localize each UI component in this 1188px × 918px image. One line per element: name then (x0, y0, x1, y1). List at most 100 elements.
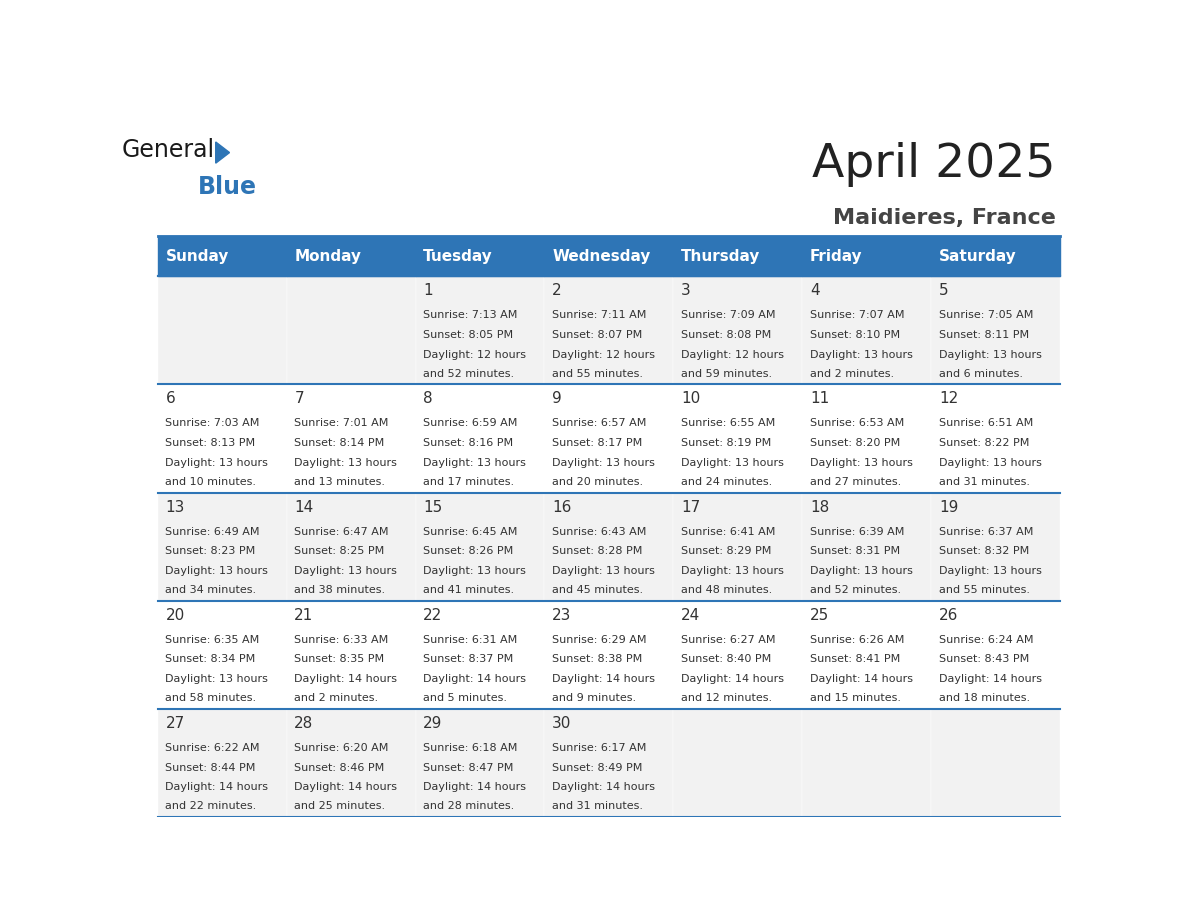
Text: Sunset: 8:13 PM: Sunset: 8:13 PM (165, 438, 255, 448)
Text: and 52 minutes.: and 52 minutes. (810, 585, 901, 595)
Text: Sunset: 8:40 PM: Sunset: 8:40 PM (681, 655, 771, 665)
Text: 6: 6 (165, 391, 175, 407)
Text: and 15 minutes.: and 15 minutes. (810, 693, 901, 703)
Text: Sunset: 8:11 PM: Sunset: 8:11 PM (939, 330, 1029, 340)
Text: Sunset: 8:05 PM: Sunset: 8:05 PM (423, 330, 513, 340)
Text: Sunrise: 7:13 AM: Sunrise: 7:13 AM (423, 310, 518, 320)
Text: Daylight: 14 hours: Daylight: 14 hours (552, 674, 655, 684)
FancyBboxPatch shape (158, 600, 286, 709)
Text: Sunset: 8:10 PM: Sunset: 8:10 PM (810, 330, 901, 340)
FancyBboxPatch shape (158, 493, 286, 600)
Text: Sunset: 8:14 PM: Sunset: 8:14 PM (295, 438, 385, 448)
Text: Sunrise: 6:49 AM: Sunrise: 6:49 AM (165, 527, 260, 536)
FancyBboxPatch shape (416, 385, 544, 493)
Text: 4: 4 (810, 284, 820, 298)
FancyBboxPatch shape (802, 385, 931, 493)
Text: 5: 5 (939, 284, 948, 298)
FancyBboxPatch shape (416, 493, 544, 600)
Text: Sunset: 8:47 PM: Sunset: 8:47 PM (423, 763, 513, 773)
Text: Daylight: 13 hours: Daylight: 13 hours (552, 566, 655, 577)
FancyBboxPatch shape (544, 600, 674, 709)
Text: and 31 minutes.: and 31 minutes. (939, 477, 1030, 487)
Text: Sunset: 8:26 PM: Sunset: 8:26 PM (423, 546, 513, 556)
Text: Sunrise: 7:01 AM: Sunrise: 7:01 AM (295, 419, 388, 429)
Text: and 5 minutes.: and 5 minutes. (423, 693, 507, 703)
Text: Sunrise: 6:18 AM: Sunrise: 6:18 AM (423, 743, 518, 753)
FancyBboxPatch shape (931, 385, 1060, 493)
Text: 17: 17 (681, 499, 700, 515)
FancyBboxPatch shape (544, 493, 674, 600)
Text: and 41 minutes.: and 41 minutes. (423, 585, 514, 595)
Text: and 2 minutes.: and 2 minutes. (810, 369, 895, 379)
Text: Daylight: 12 hours: Daylight: 12 hours (552, 350, 655, 360)
Text: Sunrise: 6:41 AM: Sunrise: 6:41 AM (681, 527, 776, 536)
Text: and 59 minutes.: and 59 minutes. (681, 369, 772, 379)
Text: Daylight: 13 hours: Daylight: 13 hours (165, 674, 268, 684)
FancyBboxPatch shape (286, 600, 416, 709)
Text: Sunrise: 6:24 AM: Sunrise: 6:24 AM (939, 634, 1034, 644)
Text: Thursday: Thursday (681, 249, 760, 263)
Text: 18: 18 (810, 499, 829, 515)
Text: April 2025: April 2025 (811, 142, 1055, 187)
Text: Daylight: 14 hours: Daylight: 14 hours (165, 782, 268, 792)
FancyBboxPatch shape (931, 276, 1060, 385)
Text: 10: 10 (681, 391, 700, 407)
Text: Daylight: 13 hours: Daylight: 13 hours (810, 350, 912, 360)
FancyBboxPatch shape (158, 236, 286, 276)
Text: and 55 minutes.: and 55 minutes. (552, 369, 643, 379)
Text: Daylight: 13 hours: Daylight: 13 hours (423, 566, 526, 577)
FancyBboxPatch shape (802, 236, 931, 276)
Text: and 27 minutes.: and 27 minutes. (810, 477, 902, 487)
Text: 16: 16 (552, 499, 571, 515)
Text: Sunrise: 6:27 AM: Sunrise: 6:27 AM (681, 634, 776, 644)
Text: Sunrise: 6:20 AM: Sunrise: 6:20 AM (295, 743, 388, 753)
Text: 26: 26 (939, 608, 959, 622)
FancyBboxPatch shape (416, 236, 544, 276)
FancyBboxPatch shape (544, 709, 674, 817)
Text: Sunrise: 6:57 AM: Sunrise: 6:57 AM (552, 419, 646, 429)
Text: Daylight: 14 hours: Daylight: 14 hours (552, 782, 655, 792)
Text: and 12 minutes.: and 12 minutes. (681, 693, 772, 703)
FancyBboxPatch shape (544, 385, 674, 493)
Text: Sunrise: 6:59 AM: Sunrise: 6:59 AM (423, 419, 518, 429)
Text: Sunset: 8:49 PM: Sunset: 8:49 PM (552, 763, 643, 773)
Text: 22: 22 (423, 608, 442, 622)
Text: and 48 minutes.: and 48 minutes. (681, 585, 772, 595)
Text: Daylight: 12 hours: Daylight: 12 hours (423, 350, 526, 360)
Text: and 22 minutes.: and 22 minutes. (165, 801, 257, 812)
Text: Sunrise: 6:17 AM: Sunrise: 6:17 AM (552, 743, 646, 753)
Text: Sunset: 8:32 PM: Sunset: 8:32 PM (939, 546, 1029, 556)
FancyBboxPatch shape (674, 236, 802, 276)
Text: Sunset: 8:46 PM: Sunset: 8:46 PM (295, 763, 385, 773)
Text: Sunset: 8:38 PM: Sunset: 8:38 PM (552, 655, 643, 665)
Text: and 13 minutes.: and 13 minutes. (295, 477, 385, 487)
Text: and 28 minutes.: and 28 minutes. (423, 801, 514, 812)
Text: Daylight: 13 hours: Daylight: 13 hours (681, 566, 784, 577)
FancyBboxPatch shape (802, 276, 931, 385)
Text: Daylight: 13 hours: Daylight: 13 hours (939, 458, 1042, 468)
Text: 23: 23 (552, 608, 571, 622)
Text: 12: 12 (939, 391, 958, 407)
Text: Sunset: 8:43 PM: Sunset: 8:43 PM (939, 655, 1029, 665)
FancyBboxPatch shape (286, 236, 416, 276)
Text: General: General (121, 139, 215, 162)
Text: Daylight: 13 hours: Daylight: 13 hours (295, 458, 397, 468)
Text: and 20 minutes.: and 20 minutes. (552, 477, 643, 487)
Text: Daylight: 14 hours: Daylight: 14 hours (681, 674, 784, 684)
Text: Sunset: 8:31 PM: Sunset: 8:31 PM (810, 546, 901, 556)
Text: Monday: Monday (295, 249, 361, 263)
FancyBboxPatch shape (802, 600, 931, 709)
Text: Sunrise: 6:37 AM: Sunrise: 6:37 AM (939, 527, 1034, 536)
Text: Sunset: 8:08 PM: Sunset: 8:08 PM (681, 330, 771, 340)
FancyBboxPatch shape (286, 385, 416, 493)
Text: Sunset: 8:29 PM: Sunset: 8:29 PM (681, 546, 771, 556)
Text: Sunrise: 6:43 AM: Sunrise: 6:43 AM (552, 527, 646, 536)
Text: 9: 9 (552, 391, 562, 407)
Text: 13: 13 (165, 499, 185, 515)
Text: Sunrise: 6:35 AM: Sunrise: 6:35 AM (165, 634, 260, 644)
FancyBboxPatch shape (931, 600, 1060, 709)
Text: Daylight: 14 hours: Daylight: 14 hours (810, 674, 912, 684)
Text: 3: 3 (681, 284, 690, 298)
Text: Sunrise: 6:53 AM: Sunrise: 6:53 AM (810, 419, 904, 429)
Text: Sunset: 8:25 PM: Sunset: 8:25 PM (295, 546, 385, 556)
